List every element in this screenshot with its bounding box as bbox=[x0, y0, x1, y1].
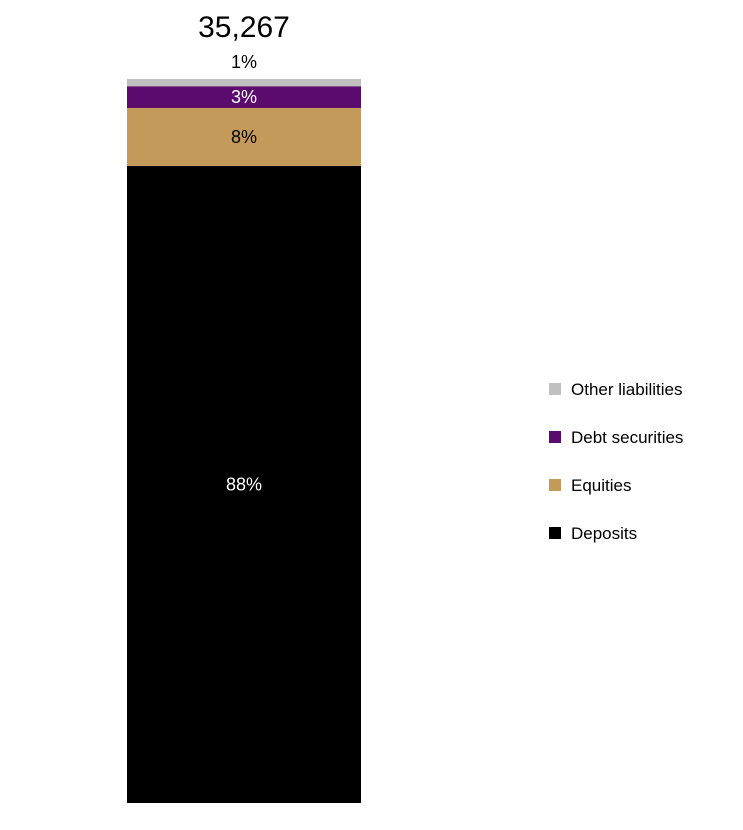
legend-swatch-equities bbox=[549, 479, 561, 491]
legend-label-debt-securities: Debt securities bbox=[571, 428, 683, 447]
legend-label-deposits: Deposits bbox=[571, 524, 637, 543]
total-value-label: 35,267 bbox=[198, 11, 290, 44]
legend-swatch-other-liabilities bbox=[549, 383, 561, 395]
bar-segment-debt-securities bbox=[127, 86, 361, 108]
data-label-equities: 8% bbox=[231, 127, 257, 147]
data-label-deposits: 88% bbox=[226, 474, 262, 494]
legend-swatch-debt-securities bbox=[549, 431, 561, 443]
bar-segments: 88% 8% 3% 1% bbox=[127, 52, 361, 803]
bar-segment-deposits bbox=[127, 165, 361, 803]
legend-label-equities: Equities bbox=[571, 476, 631, 495]
data-label-other-liabilities: 1% bbox=[231, 52, 257, 72]
legend: Other liabilities Debt securities Equities… bbox=[549, 380, 683, 543]
bar-segment-equities bbox=[127, 107, 361, 166]
bar-segment-other-liabilities bbox=[127, 79, 361, 87]
legend-swatch-deposits bbox=[549, 527, 561, 539]
legend-label-other-liabilities: Other liabilities bbox=[571, 380, 683, 399]
data-label-debt-securities: 3% bbox=[231, 87, 257, 107]
